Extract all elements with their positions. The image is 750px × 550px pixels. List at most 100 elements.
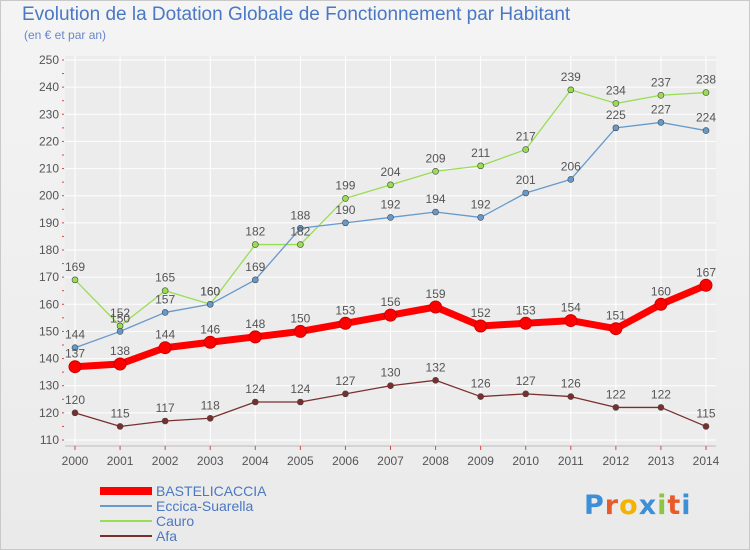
- data-point: [474, 319, 488, 333]
- data-point: [338, 316, 352, 330]
- data-label: 167: [696, 265, 716, 279]
- y-tick-label: 130: [39, 379, 59, 393]
- data-point: [702, 423, 710, 430]
- y-tick-label: 240: [39, 80, 59, 94]
- y-tick-label: 210: [39, 162, 59, 176]
- data-label: 115: [111, 406, 130, 420]
- data-point: [293, 324, 307, 338]
- data-label: 157: [155, 292, 175, 306]
- y-tick-label: 150: [39, 324, 59, 338]
- data-point: [702, 127, 710, 134]
- x-tick-label: 2000: [62, 454, 89, 468]
- data-label: 160: [651, 284, 671, 298]
- data-point: [71, 409, 79, 417]
- data-point: [654, 297, 668, 311]
- data-label: 124: [245, 382, 265, 396]
- data-label: 120: [65, 393, 85, 407]
- data-point: [522, 189, 530, 197]
- data-point: [342, 195, 349, 202]
- data-point: [297, 398, 304, 406]
- data-label: 138: [110, 344, 130, 358]
- y-tick-label: 190: [39, 216, 59, 230]
- data-label: 150: [290, 311, 310, 325]
- data-label: 224: [696, 111, 716, 125]
- data-label: 148: [245, 317, 265, 331]
- data-point: [432, 208, 439, 216]
- data-point: [116, 423, 124, 430]
- y-tick-label: 110: [40, 433, 59, 447]
- data-label: 160: [200, 284, 220, 298]
- data-label: 239: [561, 70, 581, 84]
- data-point: [342, 219, 349, 227]
- data-label: 151: [606, 309, 626, 323]
- data-label: 156: [380, 295, 400, 309]
- data-point: [432, 376, 439, 384]
- data-point: [612, 124, 620, 132]
- data-label: 237: [651, 75, 671, 89]
- data-label: 124: [290, 382, 310, 396]
- data-point: [116, 328, 124, 335]
- data-point: [657, 119, 665, 126]
- data-point: [477, 162, 484, 170]
- data-label: 211: [471, 146, 490, 160]
- data-label: 199: [335, 178, 355, 192]
- x-tick-label: 2005: [287, 454, 314, 468]
- data-label: 137: [65, 347, 85, 361]
- data-point: [387, 382, 394, 390]
- data-point: [342, 390, 349, 398]
- data-point: [519, 316, 533, 330]
- data-point: [206, 300, 214, 308]
- data-point: [203, 335, 217, 349]
- data-label: 165: [155, 271, 175, 285]
- legend-swatch: [100, 520, 152, 522]
- y-tick-label: 230: [39, 107, 59, 121]
- legend-swatch: [100, 505, 152, 507]
- data-label: 206: [561, 159, 581, 173]
- data-label: 150: [110, 311, 130, 325]
- y-tick-label: 140: [39, 352, 59, 366]
- y-tick-label: 250: [39, 53, 59, 67]
- data-point: [251, 398, 259, 406]
- data-point: [522, 146, 530, 153]
- chart-subtitle: (en € et par an): [24, 28, 107, 42]
- data-label: 126: [561, 377, 581, 391]
- legend-label: BASTELICACCIA: [156, 483, 267, 499]
- data-point: [699, 278, 713, 292]
- proxiti-logo: Proxiti: [584, 490, 692, 521]
- data-label: 122: [651, 387, 671, 401]
- legend-label: Afa: [156, 528, 178, 544]
- data-label: 127: [516, 374, 536, 388]
- data-point: [612, 404, 620, 411]
- data-label: 152: [471, 306, 491, 320]
- x-tick-label: 2013: [648, 454, 675, 468]
- legend-item: Cauro: [100, 513, 400, 529]
- data-point: [657, 404, 665, 411]
- data-point: [567, 176, 575, 183]
- data-label: 194: [426, 192, 446, 206]
- data-point: [68, 360, 82, 374]
- data-point: [432, 167, 439, 175]
- x-tick-label: 2002: [152, 454, 179, 468]
- data-label: 115: [696, 406, 715, 420]
- y-tick-label: 170: [39, 270, 59, 284]
- data-label: 144: [155, 328, 175, 342]
- x-tick-label: 2014: [693, 454, 720, 468]
- data-label: 182: [245, 225, 265, 239]
- x-tick-label: 2012: [603, 454, 630, 468]
- data-label: 153: [516, 303, 536, 317]
- data-point: [206, 414, 214, 422]
- data-point: [609, 322, 623, 336]
- data-point: [387, 181, 394, 189]
- x-tick-label: 2006: [332, 454, 359, 468]
- y-tick-label: 200: [39, 189, 59, 203]
- x-tick-label: 2011: [558, 454, 584, 468]
- data-label: 117: [156, 401, 175, 415]
- data-label: 127: [335, 374, 355, 388]
- x-tick-label: 2007: [377, 454, 404, 468]
- legend-item: BASTELICACCIA: [100, 483, 400, 499]
- data-label: 225: [606, 108, 626, 122]
- data-label: 192: [380, 197, 400, 211]
- data-point: [297, 224, 304, 232]
- data-label: 209: [426, 151, 446, 165]
